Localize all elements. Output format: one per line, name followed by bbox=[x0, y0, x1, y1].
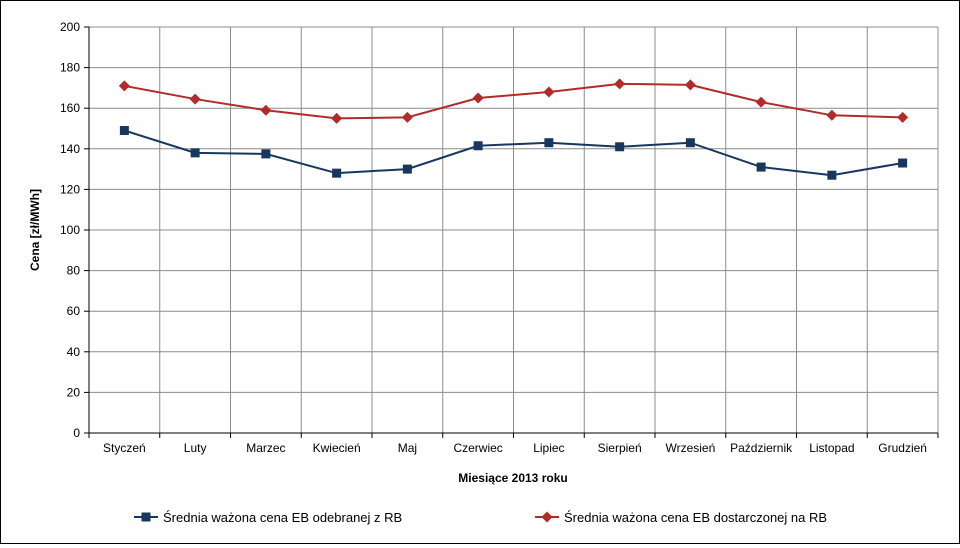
legend: Średnia ważona cena EB odebranej z RB Śre… bbox=[134, 510, 827, 525]
data-point bbox=[331, 112, 343, 124]
data-point bbox=[119, 126, 129, 136]
data-point bbox=[541, 511, 553, 523]
data-point bbox=[756, 162, 766, 172]
data-point bbox=[190, 148, 200, 158]
data-point bbox=[827, 170, 837, 180]
legend-label: Średnia ważona cena EB odebranej z RB bbox=[163, 510, 402, 525]
y-tick-label: 40 bbox=[67, 345, 81, 359]
y-tick-label: 60 bbox=[67, 304, 81, 318]
x-tick-label: Lipiec bbox=[533, 441, 564, 455]
axes bbox=[84, 26, 939, 438]
series bbox=[118, 78, 909, 180]
y-tick-label: 100 bbox=[60, 223, 80, 237]
y-tick-label: 0 bbox=[73, 426, 80, 440]
data-point bbox=[614, 78, 626, 90]
data-point bbox=[141, 512, 151, 522]
y-axis-title: Cena [zł/MWh] bbox=[28, 189, 42, 271]
y-tick-label: 180 bbox=[60, 61, 80, 75]
x-tick-labels: Styczeń Luty Marzec Kwiecień Maj Czerwiec Lipi… bbox=[103, 441, 927, 455]
series-line bbox=[124, 82, 903, 120]
series-line bbox=[124, 129, 903, 177]
data-point bbox=[684, 79, 696, 91]
y-tick-labels: 0 20 40 60 80 100 120 140 160 180 200 bbox=[60, 20, 80, 440]
legend-label: Średnia ważona cena EB dostarczonej na R… bbox=[564, 510, 827, 525]
data-point bbox=[826, 109, 838, 121]
data-point bbox=[543, 86, 555, 98]
data-point bbox=[615, 142, 625, 152]
x-tick-label: Październik bbox=[730, 441, 793, 455]
x-tick-label: Sierpień bbox=[598, 441, 642, 455]
data-point bbox=[473, 141, 483, 151]
x-tick-label: Czerwiec bbox=[453, 441, 502, 455]
data-point bbox=[261, 149, 271, 159]
x-tick-label: Wrzesień bbox=[665, 441, 715, 455]
data-point bbox=[118, 80, 130, 92]
x-tick-label: Marzec bbox=[246, 441, 285, 455]
y-tick-label: 140 bbox=[60, 142, 80, 156]
y-tick-label: 200 bbox=[60, 20, 80, 34]
x-tick-label: Maj bbox=[398, 441, 417, 455]
data-point bbox=[755, 96, 767, 108]
data-point bbox=[402, 164, 412, 174]
x-axis-title: Miesiące 2013 roku bbox=[458, 471, 567, 485]
y-tick-label: 160 bbox=[60, 101, 80, 115]
data-point bbox=[685, 138, 695, 148]
y-tick-label: 120 bbox=[60, 182, 80, 196]
x-tick-label: Kwiecień bbox=[313, 441, 361, 455]
x-tick-label: Luty bbox=[184, 441, 207, 455]
x-tick-label: Grudzień bbox=[878, 441, 927, 455]
x-tick-label: Styczeń bbox=[103, 441, 146, 455]
y-tick-label: 20 bbox=[67, 385, 81, 399]
x-tick-label: Listopad bbox=[809, 441, 854, 455]
y-tick-label: 80 bbox=[67, 264, 81, 278]
data-point bbox=[897, 111, 909, 123]
data-point bbox=[544, 138, 554, 148]
data-point bbox=[401, 111, 413, 123]
data-point bbox=[472, 92, 484, 104]
legend-entry: Średnia ważona cena EB odebranej z RB bbox=[134, 510, 402, 525]
data-point bbox=[898, 158, 908, 168]
series-1 bbox=[119, 126, 908, 180]
data-point bbox=[260, 104, 272, 116]
series-2 bbox=[118, 78, 909, 124]
grid-lines bbox=[89, 26, 939, 434]
legend-entry: Średnia ważona cena EB dostarczonej na R… bbox=[535, 510, 827, 525]
data-point bbox=[189, 93, 201, 105]
data-point bbox=[332, 168, 342, 178]
